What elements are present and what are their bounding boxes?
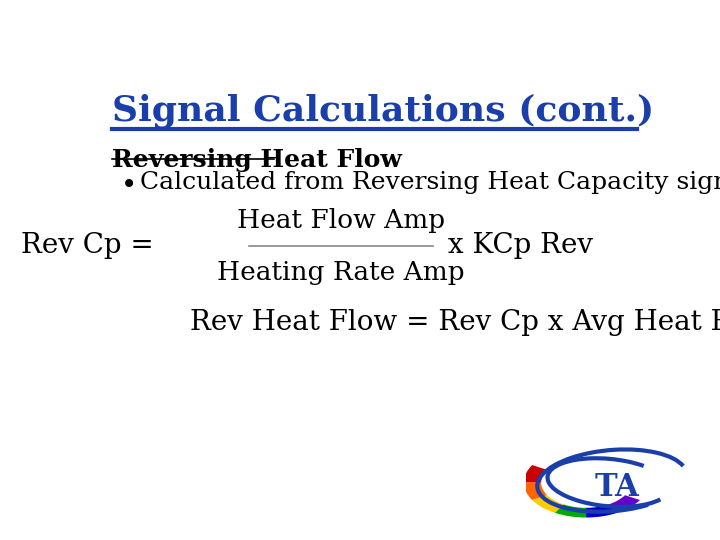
Text: Signal Calculations (cont.): Signal Calculations (cont.) — [112, 94, 654, 129]
Text: Rev Cp =: Rev Cp = — [21, 232, 163, 259]
Wedge shape — [555, 504, 586, 517]
Wedge shape — [532, 495, 564, 513]
Wedge shape — [586, 504, 617, 517]
Wedge shape — [524, 483, 547, 500]
Text: Heating Rate Amp: Heating Rate Amp — [217, 260, 465, 285]
Text: Heat Flow Amp: Heat Flow Amp — [237, 208, 445, 233]
Text: Calculated from Reversing Heat Capacity signal: Calculated from Reversing Heat Capacity … — [140, 171, 720, 194]
Text: x KCp Rev: x KCp Rev — [438, 232, 593, 259]
Text: Reversing Heat Flow: Reversing Heat Flow — [112, 148, 402, 172]
Text: Rev Heat Flow = Rev Cp x Avg Heat Rate: Rev Heat Flow = Rev Cp x Avg Heat Rate — [190, 309, 720, 336]
Wedge shape — [524, 465, 547, 483]
Text: TA: TA — [595, 472, 639, 503]
Text: •: • — [121, 171, 137, 199]
Wedge shape — [608, 495, 640, 513]
